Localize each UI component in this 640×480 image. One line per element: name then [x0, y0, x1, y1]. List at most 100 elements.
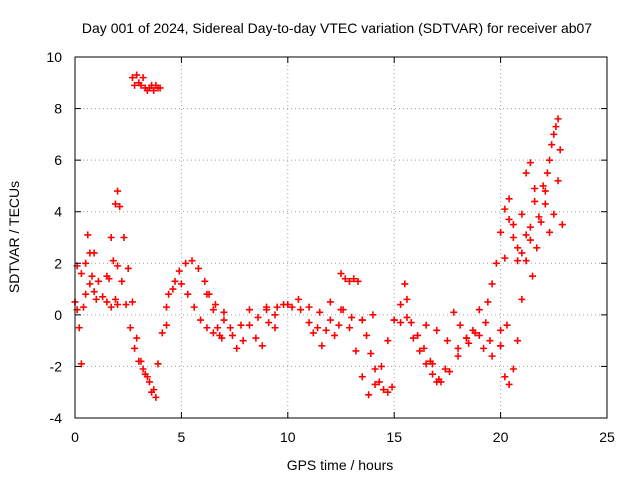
data-point	[184, 290, 192, 298]
data-point	[120, 234, 128, 241]
data-point	[137, 81, 145, 89]
series-sat-08	[203, 290, 305, 339]
data-point	[128, 74, 136, 82]
data-point	[171, 277, 179, 285]
data-point	[552, 123, 560, 131]
data-point	[284, 301, 292, 309]
data-point	[335, 321, 343, 329]
data-point	[556, 146, 564, 154]
data-point	[209, 306, 217, 314]
data-point	[480, 344, 488, 352]
y-tick-label: 8	[54, 101, 62, 117]
data-point	[509, 234, 517, 241]
series-sat-02	[73, 249, 122, 311]
x-axis-label: GPS time / hours	[287, 457, 394, 473]
data-point	[297, 306, 305, 314]
data-point	[80, 303, 88, 311]
data-point	[203, 324, 211, 332]
data-point	[509, 365, 517, 373]
data-point	[75, 324, 83, 332]
x-tick-label: 10	[280, 429, 296, 445]
data-point	[401, 280, 409, 288]
data-point	[492, 259, 500, 267]
data-point	[488, 352, 496, 360]
y-tick-label: 4	[54, 204, 62, 220]
data-point	[441, 365, 449, 373]
data-point	[397, 319, 405, 327]
data-point	[197, 316, 205, 324]
data-point	[363, 331, 371, 339]
data-point	[214, 324, 222, 332]
x-tick-label: 20	[493, 429, 509, 445]
data-point	[509, 221, 517, 229]
series-sat-19	[450, 306, 490, 342]
data-point	[103, 298, 111, 306]
data-point	[346, 277, 354, 285]
data-point	[288, 303, 296, 311]
data-point	[367, 350, 375, 358]
data-point	[529, 272, 537, 280]
data-point	[211, 301, 219, 309]
data-point	[522, 231, 530, 239]
data-point	[437, 378, 445, 386]
data-point	[107, 234, 115, 241]
data-point	[239, 337, 247, 345]
data-point	[143, 373, 151, 381]
data-point	[135, 357, 143, 365]
grid	[75, 57, 607, 418]
data-point	[350, 275, 358, 283]
data-point	[346, 324, 354, 332]
data-point	[271, 311, 279, 319]
data-point	[422, 360, 430, 368]
y-axis-label: SDTVAR / TECUs	[6, 181, 22, 293]
data-point	[454, 352, 462, 360]
data-point	[118, 277, 126, 285]
y-tick-label: 2	[54, 255, 62, 271]
data-point	[341, 275, 349, 283]
series-sat-24	[539, 115, 564, 195]
data-point	[245, 306, 253, 314]
data-point	[456, 321, 464, 329]
data-point	[114, 262, 122, 270]
data-point	[390, 316, 398, 324]
data-point	[488, 280, 496, 288]
y-tick-label: 0	[54, 307, 62, 323]
data-point	[233, 344, 241, 352]
series-sat-21	[497, 197, 539, 388]
data-point	[541, 187, 549, 195]
series-sat-16	[401, 280, 441, 386]
data-point	[322, 326, 330, 334]
data-point	[194, 264, 202, 272]
data-point	[88, 272, 96, 280]
axis-ticks: 0 5 10 15 20 25 -4 -2 0 2 4 6 8 10	[46, 49, 615, 445]
data-point	[318, 342, 326, 350]
data-point	[165, 290, 173, 298]
data-point	[92, 295, 100, 303]
data-point	[216, 331, 224, 339]
data-points	[71, 71, 566, 401]
data-point	[454, 344, 462, 352]
data-point	[337, 270, 345, 278]
data-point	[348, 313, 356, 321]
series-sat-22	[501, 215, 534, 265]
x-tick-label: 0	[71, 429, 79, 445]
data-point	[107, 303, 115, 311]
data-point	[228, 331, 236, 339]
data-point	[503, 321, 511, 329]
series-sat-11	[305, 316, 343, 350]
data-point	[469, 326, 477, 334]
data-point	[305, 319, 313, 327]
data-point	[554, 115, 562, 123]
data-point	[128, 298, 136, 306]
data-point	[156, 84, 164, 92]
data-point	[152, 393, 160, 401]
data-point	[273, 303, 281, 311]
data-point	[94, 277, 102, 285]
data-point	[352, 347, 360, 355]
data-point	[403, 313, 411, 321]
data-point	[90, 249, 98, 257]
data-point	[501, 254, 509, 262]
data-point	[550, 210, 558, 218]
data-point	[446, 368, 454, 376]
